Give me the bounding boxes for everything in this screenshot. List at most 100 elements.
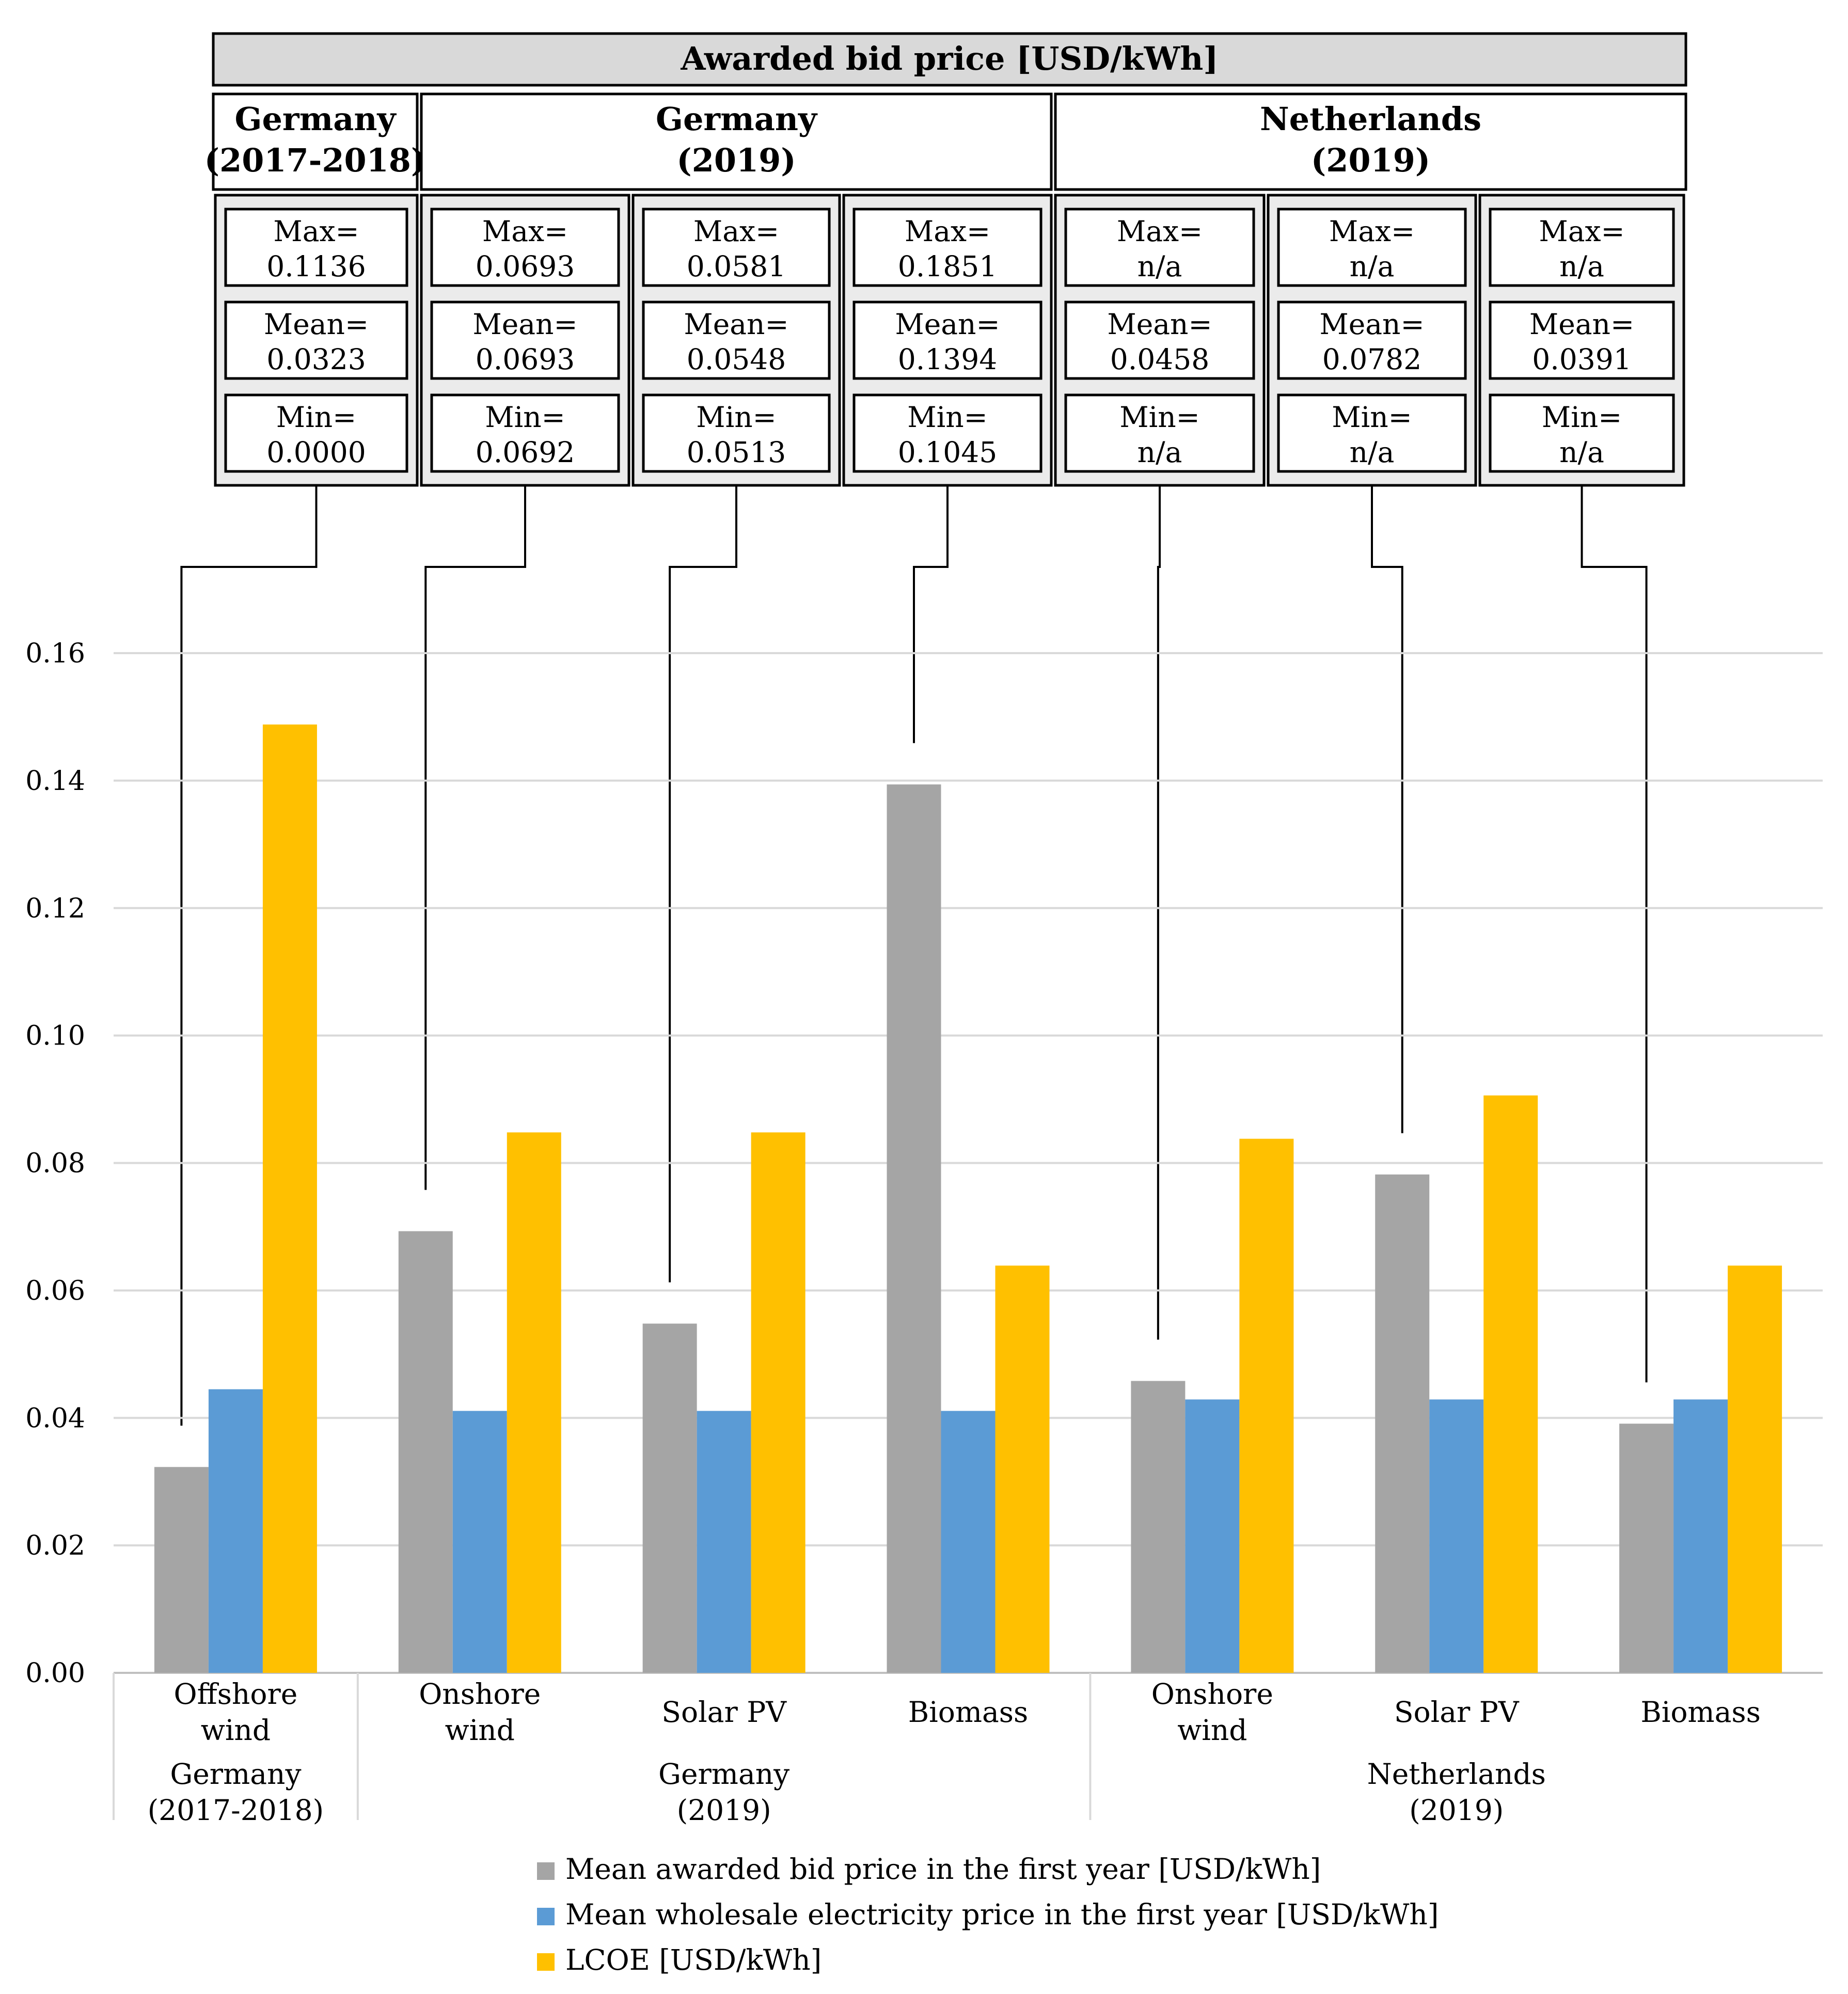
connector-lines <box>180 485 1648 1426</box>
group-label: (2019) <box>1409 1794 1504 1827</box>
group-label: Germany <box>170 1758 301 1791</box>
bar-1-2 <box>398 1231 453 1673</box>
connector-line <box>1157 485 1161 1340</box>
stat-cell-max <box>224 208 408 287</box>
group-header-box <box>1054 92 1687 191</box>
connector-line <box>669 485 737 1283</box>
stat-value-max: 0.0693 <box>476 250 575 283</box>
y-tick-label: 0.02 <box>25 1530 85 1561</box>
stat-value-mean: 0.0693 <box>476 343 575 376</box>
bar-2-4 <box>941 1411 996 1673</box>
category-label: Onshore <box>1151 1678 1273 1711</box>
stat-value-min: 0.0513 <box>687 436 786 469</box>
y-tick-label: 0.14 <box>25 766 85 797</box>
stat-value-max: 0.1136 <box>266 250 366 283</box>
stat-label-min: Min= <box>1332 401 1412 434</box>
stat-label-mean: Mean= <box>1529 308 1634 341</box>
group-header-label: Germany <box>235 100 397 138</box>
y-tick-label: 0.04 <box>25 1403 85 1434</box>
stat-cell-mean <box>642 300 831 380</box>
stat-label-min: Min= <box>1542 401 1622 434</box>
stat-value-max: n/a <box>1350 250 1395 283</box>
category-label: wind <box>201 1714 271 1747</box>
stat-label-max: Max= <box>1117 215 1203 248</box>
stat-value-mean: 0.0458 <box>1110 343 1209 376</box>
y-tick-label: 0.10 <box>25 1021 85 1052</box>
legend-label-3: LCOE [USD/kWh] <box>565 1943 822 1976</box>
stat-cell-min <box>1277 393 1467 473</box>
connector-line <box>424 485 526 1190</box>
legend-label-2: Mean wholesale electricity price in the … <box>565 1898 1439 1931</box>
connector-line <box>180 485 318 1426</box>
y-tick-label: 0.00 <box>25 1658 85 1689</box>
bar-3-6 <box>1483 1095 1538 1673</box>
bar-1-4 <box>887 784 941 1673</box>
stat-cell-max <box>1277 208 1467 287</box>
category-label: Solar PV <box>661 1696 787 1729</box>
stat-label-max: Max= <box>482 215 568 248</box>
stat-label-max: Max= <box>1329 215 1415 248</box>
stat-label-mean: Mean= <box>1107 308 1212 341</box>
group-label: Netherlands <box>1367 1758 1546 1791</box>
stat-cell-mean <box>1277 300 1467 380</box>
stat-cell-max <box>1489 208 1675 287</box>
bars <box>154 724 1782 1673</box>
stat-cell-min <box>642 393 831 473</box>
bar-2-1 <box>208 1389 263 1673</box>
stat-value-min: n/a <box>1559 436 1604 469</box>
category-label: Offshore <box>174 1678 298 1711</box>
stat-label-mean: Mean= <box>472 308 577 341</box>
stat-label-mean: Mean= <box>895 308 1000 341</box>
stat-cell-mean <box>430 300 620 380</box>
stat-value-min: n/a <box>1350 436 1395 469</box>
legend: Mean awarded bid price in the first year… <box>537 1853 1439 1976</box>
y-tick-label: 0.06 <box>25 1275 85 1306</box>
y-tick-label: 0.12 <box>25 893 85 924</box>
group-header-label: (2019) <box>1311 141 1430 179</box>
stat-cell-mean <box>1489 300 1675 380</box>
stat-cell-mean <box>224 300 408 380</box>
legend-swatch-2 <box>537 1908 555 1925</box>
stat-value-min: n/a <box>1138 436 1182 469</box>
bar-2-6 <box>1429 1399 1484 1673</box>
group-header-box <box>420 92 1053 191</box>
stat-value-min: 0.1045 <box>898 436 997 469</box>
bar-1-1 <box>154 1467 209 1673</box>
stat-cell-min <box>852 393 1043 473</box>
connector-line <box>1581 485 1648 1383</box>
y-tick-label: 0.16 <box>25 638 85 669</box>
group-label: (2019) <box>677 1794 771 1827</box>
stat-value-mean: 0.0323 <box>266 343 366 376</box>
stat-value-mean: 0.0548 <box>687 343 786 376</box>
stat-label-mean: Mean= <box>684 308 788 341</box>
stat-label-mean: Mean= <box>1319 308 1424 341</box>
stat-cell-mean <box>852 300 1043 380</box>
category-label: Onshore <box>419 1678 541 1711</box>
bar-2-2 <box>452 1411 507 1673</box>
stat-cell-max <box>1064 208 1255 287</box>
bar-3-2 <box>507 1132 561 1673</box>
stat-label-max: Max= <box>693 215 779 248</box>
legend-swatch-3 <box>537 1953 555 1971</box>
bar-3-1 <box>262 724 317 1673</box>
category-label: Biomass <box>1640 1696 1761 1729</box>
stat-value-mean: 0.1394 <box>898 343 997 376</box>
stat-label-max: Max= <box>273 215 359 248</box>
bar-2-7 <box>1673 1399 1728 1673</box>
stat-cell-min <box>1489 393 1675 473</box>
table-title-box <box>212 32 1687 87</box>
stat-value-min: 0.0692 <box>476 436 575 469</box>
bar-3-5 <box>1239 1138 1294 1673</box>
stat-value-mean: 0.0391 <box>1532 343 1631 376</box>
bar-1-5 <box>1131 1381 1186 1673</box>
stats-table: Awarded bid price [USD/kWh]Germany(2017-… <box>204 32 1687 487</box>
bar-3-4 <box>995 1265 1050 1673</box>
stat-value-max: n/a <box>1138 250 1182 283</box>
stat-label-min: Min= <box>276 401 356 434</box>
stat-value-max: 0.0581 <box>687 250 786 283</box>
stat-value-min: 0.0000 <box>266 436 366 469</box>
stat-value-max: 0.1851 <box>898 250 997 283</box>
stat-cell-max <box>430 208 620 287</box>
stat-cell-min <box>1064 393 1255 473</box>
